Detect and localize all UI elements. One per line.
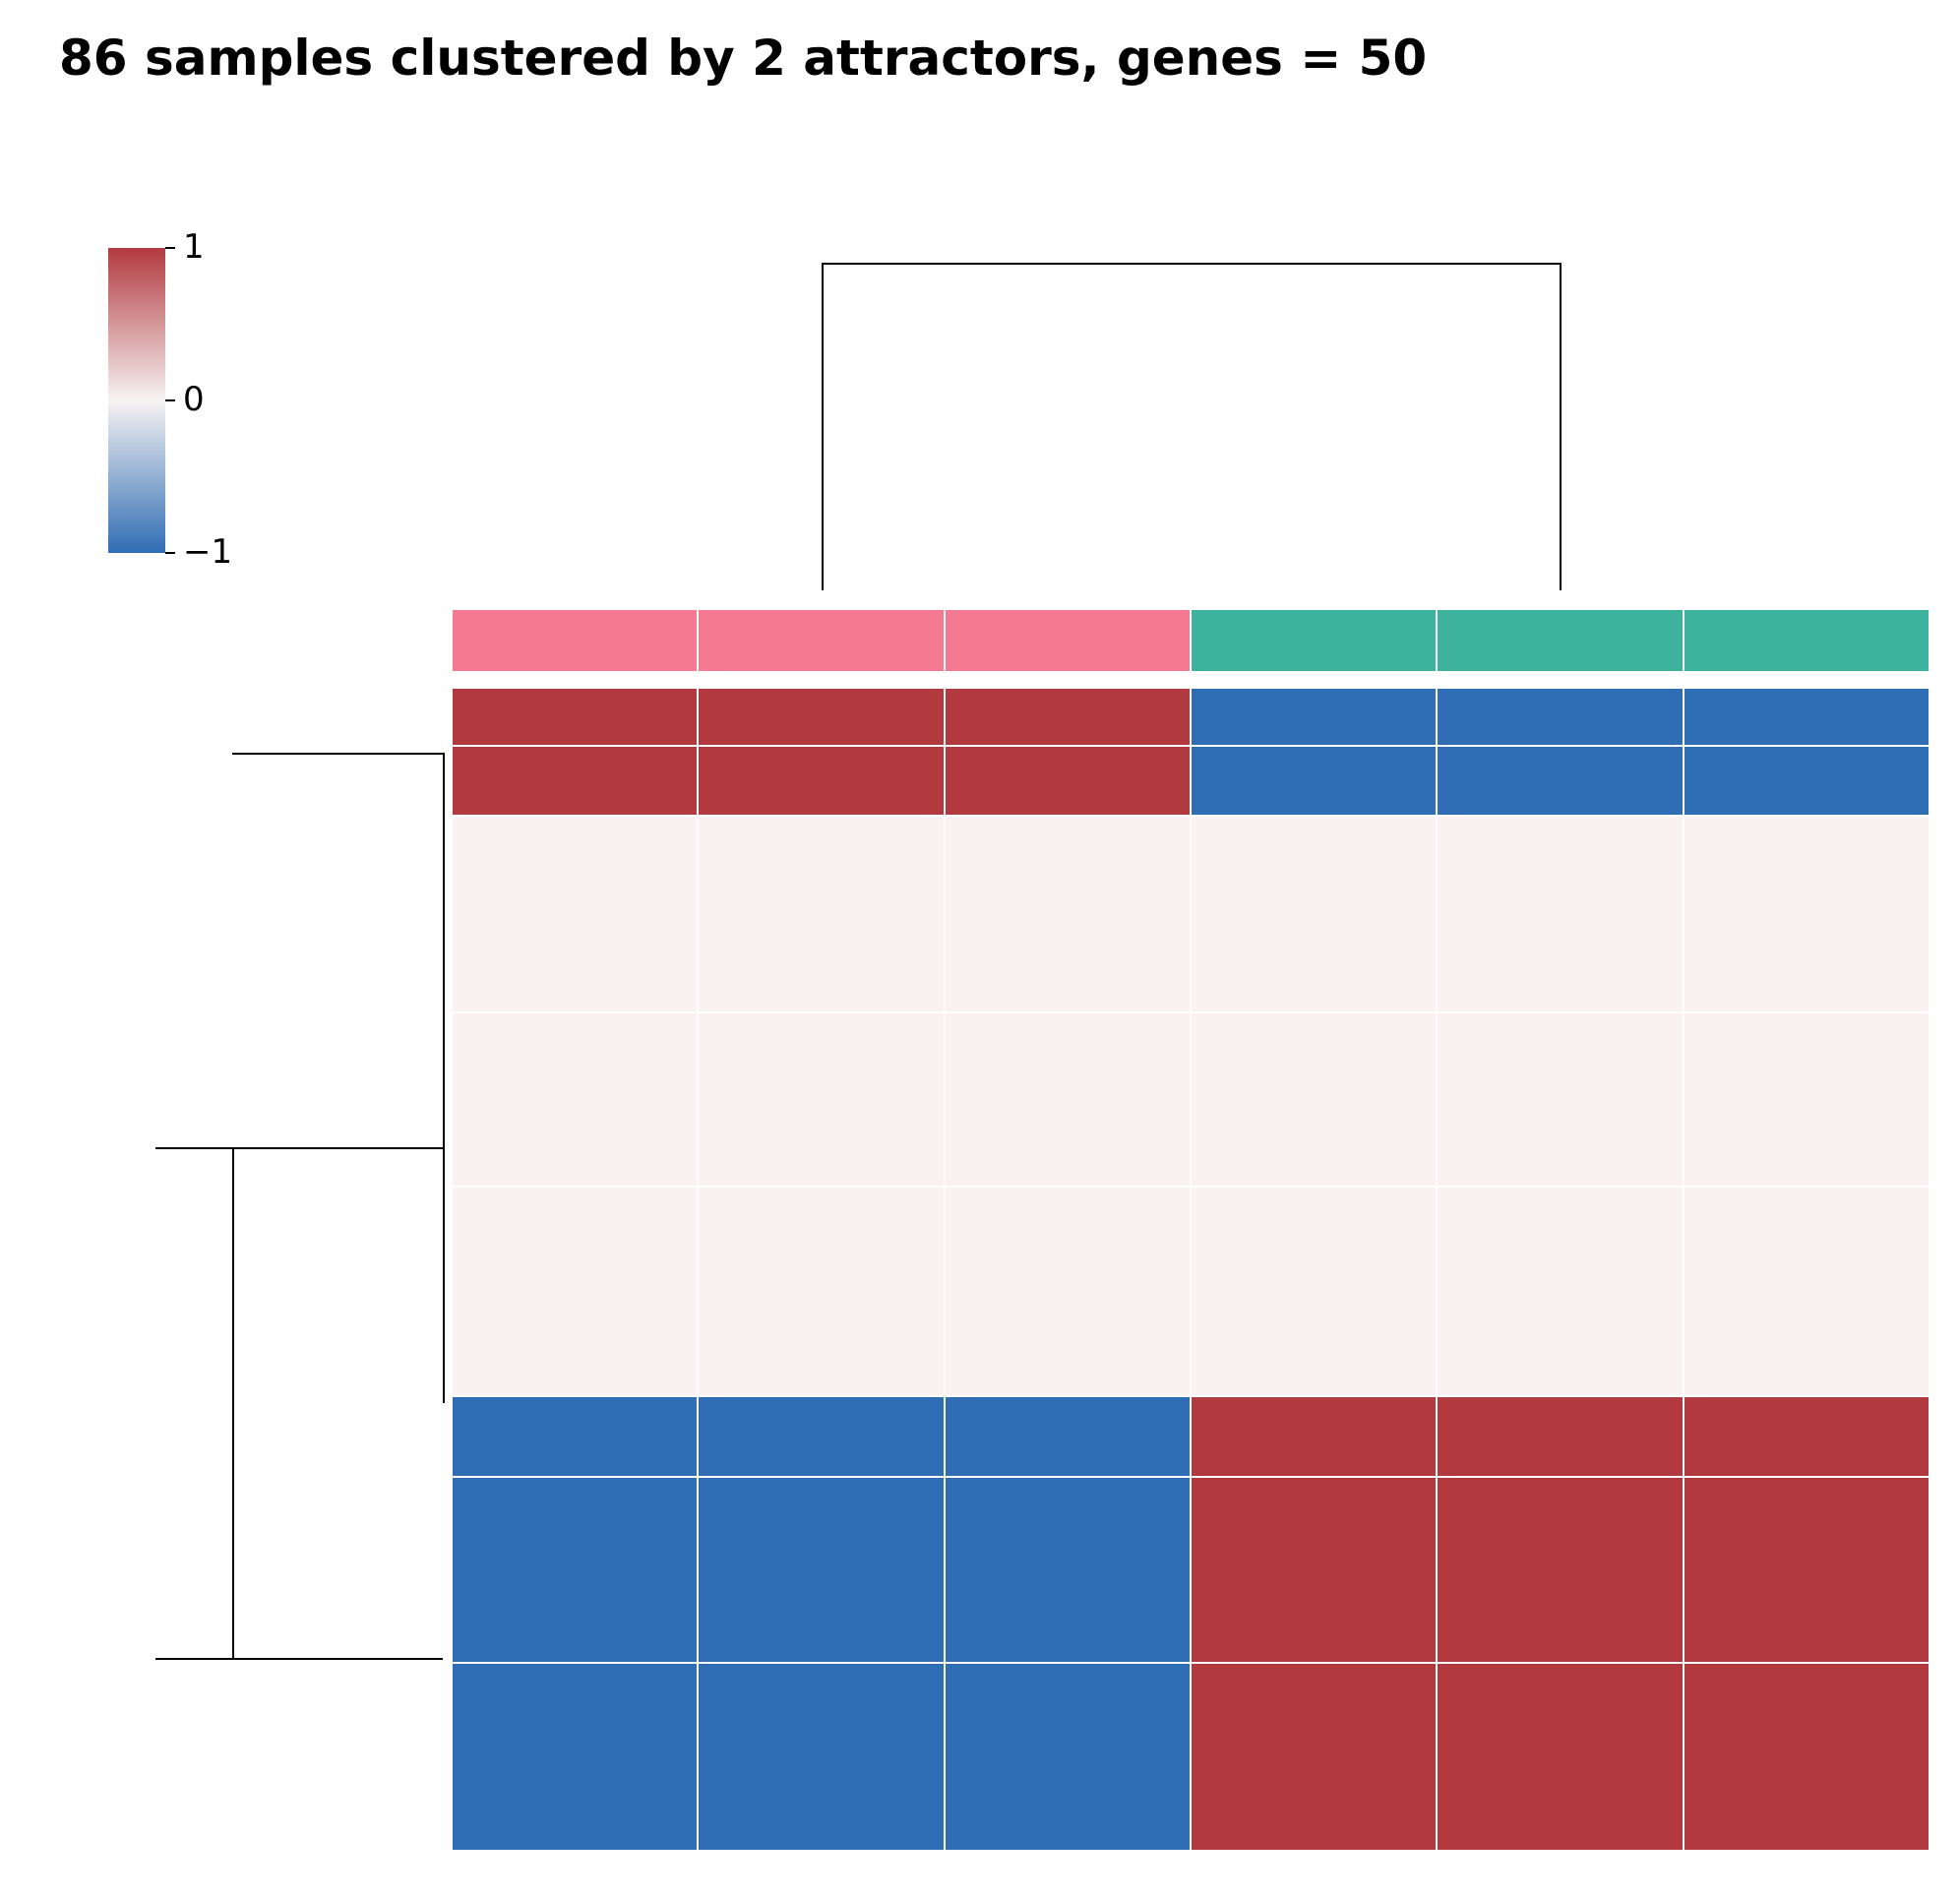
dendrogram-line xyxy=(443,753,445,1403)
heatmap-cell xyxy=(699,747,945,817)
cluster-cell xyxy=(946,610,1192,671)
heatmap-cell xyxy=(1684,1397,1929,1479)
colorbar: 10−1 xyxy=(108,248,165,553)
dendrogram-line xyxy=(1560,263,1562,590)
heatmap-cell xyxy=(1192,1397,1438,1479)
heatmap-cell xyxy=(1192,1188,1438,1396)
heatmap-cell xyxy=(699,1397,945,1479)
heatmap-cell xyxy=(1438,817,1684,1014)
dendrogram-line xyxy=(232,753,444,755)
colorbar-tick-label: 1 xyxy=(183,227,205,267)
heatmap-cell xyxy=(453,747,699,817)
cluster-cell xyxy=(1192,610,1438,671)
heatmap-cell xyxy=(1438,747,1684,817)
heatmap-cell xyxy=(699,689,945,747)
colorbar-tick xyxy=(165,399,175,401)
dendrogram-line xyxy=(822,263,1560,265)
cluster-cell xyxy=(1438,610,1684,671)
heatmap-row xyxy=(453,817,1929,1014)
heatmap-cell xyxy=(1192,1478,1438,1664)
heatmap-cell xyxy=(699,1478,945,1664)
heatmap-cell xyxy=(1438,1188,1684,1396)
dendrogram-line xyxy=(822,263,824,590)
heatmap-row xyxy=(453,689,1929,747)
heatmap-cell xyxy=(946,817,1192,1014)
heatmap-row xyxy=(453,1664,1929,1850)
heatmap-cell xyxy=(1438,1664,1684,1850)
heatmap xyxy=(453,689,1929,1850)
colorbar-gradient xyxy=(108,248,165,553)
cluster-cell xyxy=(453,610,699,671)
heatmap-row xyxy=(453,1397,1929,1479)
heatmap-cell xyxy=(946,1478,1192,1664)
heatmap-cell xyxy=(1684,1188,1929,1396)
heatmap-cell xyxy=(946,747,1192,817)
heatmap-cell xyxy=(946,1664,1192,1850)
colorbar-tick-label: 0 xyxy=(183,380,205,419)
heatmap-row xyxy=(453,1478,1929,1664)
heatmap-cell xyxy=(699,1664,945,1850)
colorbar-tick-label: −1 xyxy=(183,532,232,572)
heatmap-cell xyxy=(1192,817,1438,1014)
dendrogram-line xyxy=(155,1147,444,1149)
colorbar-tick xyxy=(165,552,175,554)
cluster-cell xyxy=(1684,610,1929,671)
heatmap-cell xyxy=(453,1664,699,1850)
heatmap-cell xyxy=(453,1478,699,1664)
heatmap-cell xyxy=(1192,689,1438,747)
heatmap-cell xyxy=(1438,1013,1684,1188)
dendrogram-line xyxy=(232,1147,234,1658)
heatmap-row xyxy=(453,1013,1929,1188)
row-dendrogram xyxy=(59,689,443,1850)
heatmap-cell xyxy=(1684,747,1929,817)
heatmap-cell xyxy=(1438,689,1684,747)
heatmap-cell xyxy=(699,1188,945,1396)
heatmap-cell xyxy=(453,817,699,1014)
heatmap-cell xyxy=(1684,817,1929,1014)
heatmap-cell xyxy=(453,1013,699,1188)
heatmap-cell xyxy=(946,1013,1192,1188)
heatmap-cell xyxy=(1684,689,1929,747)
heatmap-cell xyxy=(1684,1664,1929,1850)
heatmap-row xyxy=(453,1188,1929,1396)
column-cluster-bar xyxy=(453,610,1929,671)
heatmap-cell xyxy=(1438,1478,1684,1664)
dendrogram-line xyxy=(155,1658,444,1660)
heatmap-cell xyxy=(453,1397,699,1479)
heatmap-cell xyxy=(1192,1664,1438,1850)
heatmap-cell xyxy=(699,1013,945,1188)
heatmap-cell xyxy=(1192,1013,1438,1188)
clustermap-figure: 86 samples clustered by 2 attractors, ge… xyxy=(0,0,1960,1897)
heatmap-row xyxy=(453,747,1929,817)
heatmap-cell xyxy=(1192,747,1438,817)
figure-title: 86 samples clustered by 2 attractors, ge… xyxy=(59,30,1427,87)
heatmap-cell xyxy=(1438,1397,1684,1479)
heatmap-cell xyxy=(946,689,1192,747)
colorbar-tick xyxy=(165,247,175,249)
column-dendrogram xyxy=(453,256,1929,590)
heatmap-cell xyxy=(453,689,699,747)
heatmap-cell xyxy=(699,817,945,1014)
heatmap-cell xyxy=(946,1188,1192,1396)
heatmap-cell xyxy=(1684,1013,1929,1188)
heatmap-cell xyxy=(453,1188,699,1396)
heatmap-cell xyxy=(946,1397,1192,1479)
cluster-cell xyxy=(699,610,945,671)
heatmap-cell xyxy=(1684,1478,1929,1664)
